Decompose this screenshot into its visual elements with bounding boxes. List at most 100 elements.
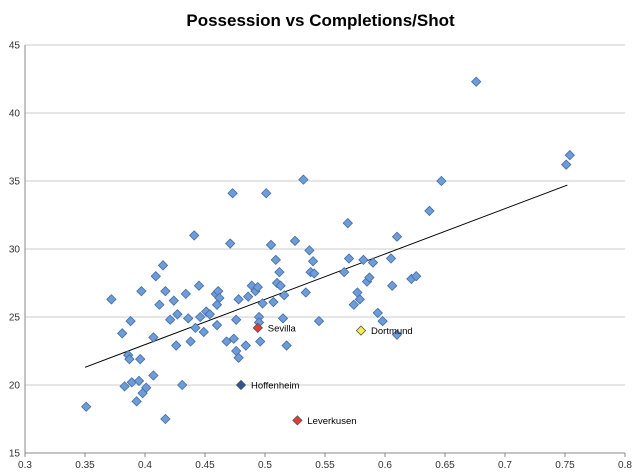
data-point bbox=[160, 285, 171, 297]
highlighted-points: Sevilla Dortmund Hoffenheim Leverkusen bbox=[235, 322, 413, 427]
data-point bbox=[277, 313, 289, 324]
y-tick-label: 20 bbox=[9, 381, 21, 392]
data-point bbox=[564, 149, 575, 161]
data-point bbox=[436, 175, 447, 187]
data-point bbox=[471, 76, 482, 87]
data-point bbox=[228, 333, 239, 344]
x-tick-label: 0.3 bbox=[18, 460, 32, 471]
point-annotation: Sevilla bbox=[268, 323, 297, 334]
y-tick-label: 45 bbox=[9, 41, 21, 52]
data-point bbox=[189, 230, 200, 241]
data-point bbox=[391, 231, 403, 242]
data-point bbox=[348, 299, 359, 310]
point-annotation: Dortmund bbox=[371, 326, 413, 337]
data-point bbox=[183, 313, 194, 324]
data-point bbox=[411, 271, 422, 282]
trendline bbox=[84, 184, 568, 368]
data-point bbox=[270, 254, 281, 266]
data-point bbox=[364, 272, 375, 283]
data-point bbox=[233, 352, 244, 363]
data-point bbox=[307, 256, 319, 267]
x-tick-label: 0.7 bbox=[498, 460, 512, 471]
x-tick-label: 0.45 bbox=[195, 460, 215, 471]
data-point bbox=[168, 295, 179, 306]
data-point bbox=[125, 315, 136, 327]
data-point bbox=[281, 340, 292, 351]
x-tick-label: 0.8 bbox=[618, 460, 632, 471]
y-tick-label: 25 bbox=[9, 313, 21, 324]
data-point bbox=[177, 379, 188, 391]
data-point bbox=[131, 396, 142, 407]
data-point bbox=[119, 381, 130, 392]
data-point bbox=[387, 280, 398, 291]
data-point bbox=[148, 332, 159, 343]
y-tick-label: 40 bbox=[9, 109, 21, 120]
data-point bbox=[214, 292, 225, 304]
data-point bbox=[377, 315, 388, 327]
data-point bbox=[275, 280, 286, 291]
highlighted-point bbox=[292, 415, 303, 426]
data-point bbox=[154, 299, 165, 310]
data-point bbox=[180, 288, 191, 300]
data-point bbox=[136, 285, 147, 297]
y-tick-label: 30 bbox=[9, 245, 21, 256]
data-point bbox=[300, 287, 311, 298]
data-point bbox=[190, 322, 201, 334]
x-tick-label: 0.5 bbox=[258, 460, 272, 471]
data-point bbox=[358, 254, 369, 266]
data-point bbox=[252, 281, 263, 293]
data-point bbox=[172, 309, 183, 320]
y-tick-label: 35 bbox=[9, 177, 21, 188]
data-point bbox=[198, 326, 209, 338]
highlighted-point bbox=[252, 322, 263, 334]
axes bbox=[24, 45, 626, 457]
data-point bbox=[298, 174, 309, 185]
x-tick-label: 0.4 bbox=[138, 460, 152, 471]
data-point bbox=[255, 336, 266, 347]
data-point bbox=[265, 239, 277, 251]
data-point bbox=[372, 307, 383, 319]
data-point bbox=[233, 294, 244, 305]
data-point bbox=[148, 370, 159, 381]
data-point bbox=[309, 268, 320, 279]
data-point bbox=[289, 235, 301, 247]
data-point bbox=[171, 340, 182, 351]
trendline-layer bbox=[84, 184, 568, 368]
data-point bbox=[185, 336, 196, 347]
x-tick-label: 0.65 bbox=[435, 460, 455, 471]
x-tick-label: 0.75 bbox=[555, 460, 575, 471]
data-point bbox=[313, 315, 325, 327]
data-point bbox=[195, 311, 206, 323]
data-point bbox=[343, 253, 355, 264]
data-point bbox=[385, 253, 397, 264]
data-point bbox=[354, 294, 365, 305]
data-point bbox=[160, 413, 171, 425]
data-point bbox=[367, 257, 379, 268]
data-point bbox=[106, 294, 117, 305]
data-point bbox=[231, 314, 242, 325]
data-point bbox=[157, 260, 169, 271]
data-point bbox=[225, 238, 236, 249]
data-point bbox=[150, 271, 161, 282]
data-point bbox=[342, 217, 353, 229]
x-tick-label: 0.55 bbox=[315, 460, 335, 471]
highlighted-point bbox=[355, 325, 367, 336]
highlighted-point bbox=[235, 379, 247, 391]
data-point bbox=[81, 401, 92, 412]
x-tick-label: 0.35 bbox=[75, 460, 95, 471]
data-point bbox=[221, 336, 232, 347]
data-point bbox=[268, 296, 279, 308]
data-point bbox=[135, 353, 146, 365]
data-point bbox=[117, 328, 128, 339]
data-point bbox=[339, 266, 350, 278]
data-point bbox=[133, 375, 145, 387]
data-point bbox=[204, 309, 215, 320]
data-points bbox=[81, 76, 575, 425]
point-annotation: Leverkusen bbox=[307, 416, 356, 427]
data-point bbox=[257, 298, 268, 309]
data-point bbox=[304, 245, 315, 256]
data-point bbox=[279, 290, 290, 301]
chart-title: Possession vs Completions/Shot bbox=[186, 11, 455, 30]
data-point bbox=[124, 353, 135, 365]
